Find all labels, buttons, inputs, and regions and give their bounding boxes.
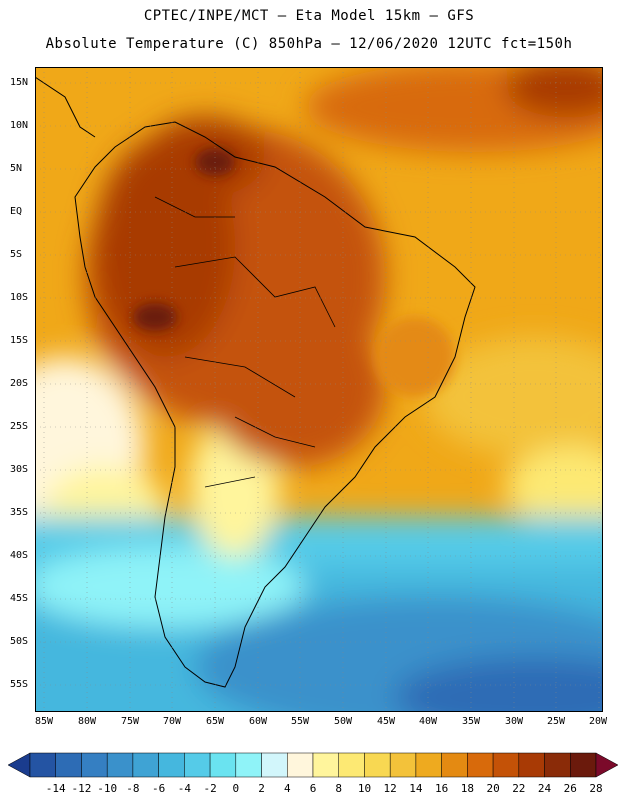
colorbar-swatch (235, 752, 262, 778)
colorbar-swatch (338, 752, 365, 778)
colorbar-max-arrow (595, 752, 618, 778)
colorbar-tick-label: 26 (563, 782, 577, 795)
lat-label: 20S (10, 378, 29, 389)
lon-label: 75W (120, 716, 140, 727)
lon-label: 55W (290, 716, 310, 727)
chart-title-line1: CPTEC/INPE/MCT — Eta Model 15km — GFS (143, 8, 475, 24)
lat-label: 5S (10, 249, 23, 260)
colorbar-swatch (81, 752, 108, 778)
colorbar-swatch (364, 752, 391, 778)
lat-label: 45S (10, 593, 29, 604)
lat-label: 55S (10, 679, 29, 690)
lon-label: 60W (248, 716, 268, 727)
colorbar-tick-label: 0 (232, 782, 240, 795)
colorbar-swatch (518, 752, 545, 778)
colorbar-tick-label: 24 (537, 782, 552, 795)
south-america-outline (74, 121, 476, 688)
colorbar (8, 752, 618, 778)
lat-label: 10S (10, 292, 29, 303)
lon-label: 40W (418, 716, 438, 727)
colorbar-tick-label: 20 (486, 782, 500, 795)
lat-label: 5N (10, 163, 23, 174)
colorbar-min-arrow (8, 752, 31, 778)
colorbar-swatch (467, 752, 494, 778)
colorbar-tick-label: -8 (126, 782, 140, 795)
lat-label: 15S (10, 335, 29, 346)
colorbar-swatch (209, 752, 237, 778)
lon-label: 85W (34, 716, 54, 727)
colorbar-swatch (492, 752, 520, 778)
lon-label: 20W (588, 716, 608, 727)
colorbar-tick-label: 10 (357, 782, 372, 795)
colorbar-tick-label: 22 (512, 782, 526, 795)
colorbar-tick-label: 16 (435, 782, 449, 795)
colorbar-tick-label: -6 (152, 782, 166, 795)
lon-label: 45W (376, 716, 396, 727)
lat-label: 10N (10, 120, 29, 131)
lon-label: 50W (333, 716, 353, 727)
lon-label: 65W (205, 716, 225, 727)
lat-label: EQ (10, 206, 23, 217)
lon-label: 70W (162, 716, 182, 727)
lon-label: 25W (546, 716, 566, 727)
colorbar-swatch (287, 752, 314, 778)
lat-label: 50S (10, 636, 29, 647)
lat-label: 35S (10, 507, 29, 518)
colorbar-tick-label: 14 (409, 782, 423, 795)
temperature-map (35, 67, 603, 712)
colorbar-swatch (389, 752, 417, 778)
colorbar-swatch (106, 752, 134, 778)
colorbar-tick-label: 18 (460, 782, 474, 795)
colorbar-swatch (184, 752, 211, 778)
lat-label: 25S (10, 421, 29, 432)
colorbar-tick-label: 6 (309, 782, 317, 795)
colorbar-tick-label: 2 (258, 782, 265, 795)
colorbar-swatch (544, 752, 571, 778)
lon-label: 30W (504, 716, 524, 727)
colorbar-swatch (132, 752, 159, 778)
colorbar-swatch (441, 752, 468, 778)
colorbar-tick-label: -14 (45, 782, 66, 795)
colorbar-swatch (312, 752, 339, 778)
colorbar-tick-label: -4 (177, 782, 191, 795)
colorbar-tick-label: 12 (383, 782, 397, 795)
chart-title-line2: Absolute Temperature (C) 850hPa — 12/06/… (45, 36, 573, 52)
lon-label: 80W (77, 716, 97, 727)
colorbar-swatch (158, 752, 185, 778)
colorbar-tick-label: -10 (97, 782, 118, 795)
colorbar-tick-label: 4 (283, 782, 291, 795)
colorbar-swatch (570, 752, 597, 778)
colorbar-tick-label: 8 (335, 782, 343, 795)
colorbar-tick-label: -12 (71, 782, 92, 795)
lon-label: 35W (461, 716, 481, 727)
lat-label: 30S (10, 464, 29, 475)
lat-label: 40S (10, 550, 29, 561)
colorbar-tick-label: -2 (203, 782, 217, 795)
colorbar-swatch (261, 752, 288, 778)
colorbar-swatch (415, 752, 442, 778)
lat-label: 15N (10, 77, 29, 88)
colorbar-swatch (29, 752, 56, 778)
colorbar-tick-label: 28 (589, 782, 603, 795)
colorbar-swatch (55, 752, 82, 778)
